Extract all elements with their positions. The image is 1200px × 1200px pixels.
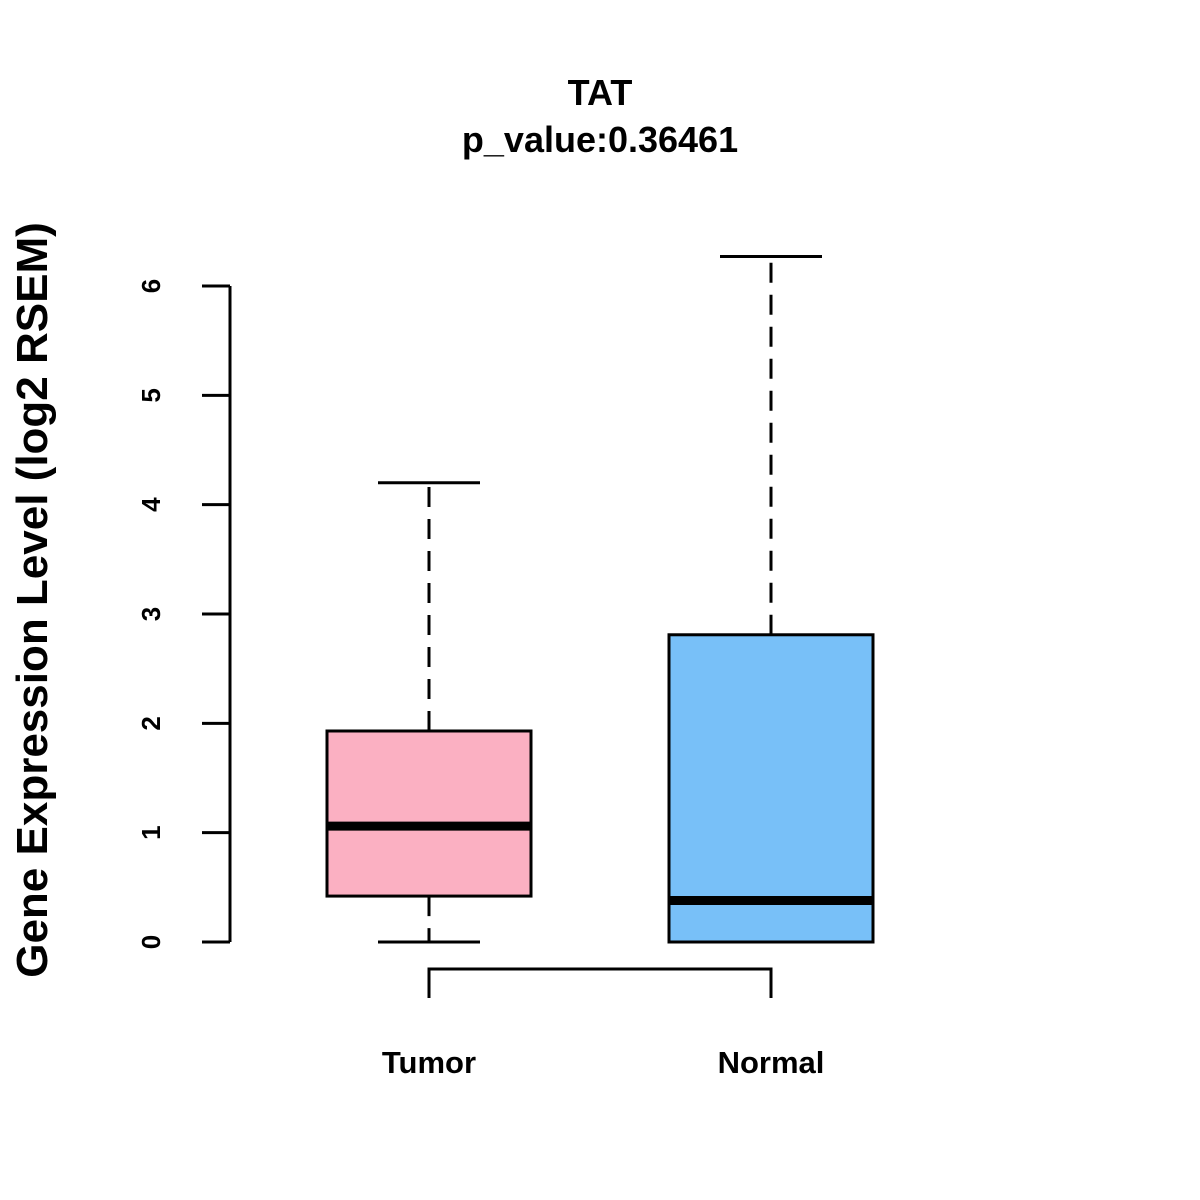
chart-subtitle: p_value:0.36461 <box>462 119 738 160</box>
x-axis-labels: Tumor Normal <box>382 1045 824 1080</box>
box-group-normal <box>667 254 875 944</box>
y-tick-label: 4 <box>136 497 166 512</box>
plot-area <box>325 254 875 998</box>
y-axis: 0 1 2 3 4 5 6 <box>136 279 232 949</box>
x-category-label: Tumor <box>382 1045 476 1080</box>
box-tumor <box>325 729 533 898</box>
comparison-bracket <box>427 967 773 998</box>
box-group-tumor <box>325 481 533 944</box>
x-category-label: Normal <box>718 1045 825 1080</box>
y-tick-label: 3 <box>136 607 166 621</box>
chart-title: TAT <box>568 72 633 113</box>
y-tick-label: 0 <box>136 935 166 949</box>
y-axis-title: Gene Expression Level (log2 RSEM) <box>8 222 57 978</box>
y-tick-label: 2 <box>136 716 166 730</box>
y-tick-label: 1 <box>136 825 166 839</box>
y-tick-label: 5 <box>136 388 166 402</box>
box-normal <box>667 633 875 944</box>
y-tick-label: 6 <box>136 279 166 293</box>
